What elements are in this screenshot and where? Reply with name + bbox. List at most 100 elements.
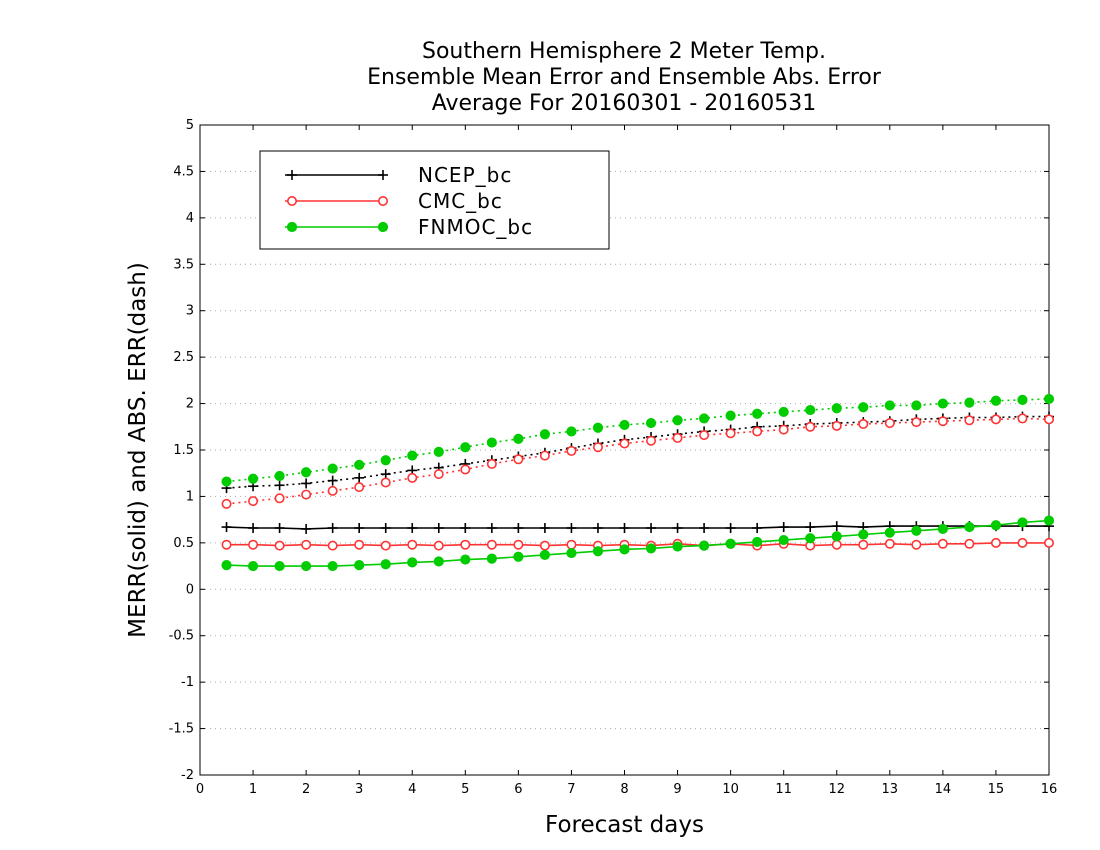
data-point — [460, 464, 471, 475]
data-point — [221, 539, 232, 550]
data-point — [805, 421, 816, 432]
data-point — [407, 557, 418, 568]
data-point — [327, 463, 338, 474]
data-point — [672, 541, 683, 552]
x-tick-label: 4 — [408, 782, 416, 797]
data-point — [805, 533, 816, 544]
data-point — [221, 498, 232, 509]
data-point — [539, 549, 551, 561]
grid — [200, 170, 1049, 730]
data-point — [433, 540, 444, 551]
data-point — [247, 473, 259, 484]
abs-err-line — [226, 417, 1050, 505]
data-point — [964, 538, 975, 549]
data-point — [805, 404, 816, 416]
data-point — [539, 429, 551, 440]
data-point — [725, 538, 736, 549]
title-line: Average For 20160301 - 20160531 — [432, 91, 817, 116]
data-point — [1017, 537, 1028, 548]
data-point — [619, 544, 630, 555]
y-tick-label: 4 — [186, 211, 194, 226]
data-point — [937, 416, 948, 427]
title-line: Ensemble Mean Error and Ensemble Abs. Er… — [367, 65, 882, 90]
data-point — [301, 467, 312, 478]
y-tick-label: 4.5 — [173, 164, 194, 179]
y-tick-label: 0 — [186, 582, 194, 597]
data-point — [274, 540, 285, 551]
y-tick-label: 1 — [186, 489, 194, 504]
y-tick-label: -2 — [181, 768, 194, 783]
data-point — [286, 221, 298, 233]
x-tick-label: 11 — [775, 782, 792, 797]
data-point — [964, 521, 975, 533]
data-point — [645, 417, 657, 429]
data-point — [645, 543, 657, 554]
x-tick-label: 12 — [828, 782, 845, 797]
data-point — [377, 196, 388, 207]
data-point — [619, 419, 630, 431]
data-point — [354, 560, 365, 571]
data-point — [964, 397, 975, 408]
data-point — [486, 553, 497, 564]
data-point — [937, 538, 948, 549]
data-point — [327, 485, 338, 496]
data-point — [752, 536, 763, 548]
data-point — [460, 442, 471, 453]
data-point — [858, 402, 869, 413]
x-tick-label: 3 — [355, 782, 363, 797]
series-CMC_bc — [221, 413, 1055, 551]
data-point — [778, 424, 789, 435]
data-point — [354, 539, 365, 550]
data-point — [725, 428, 736, 439]
data-point — [778, 534, 789, 546]
data-point — [858, 418, 869, 429]
data-point — [380, 540, 391, 551]
data-point — [646, 435, 657, 446]
data-point — [911, 417, 922, 428]
data-point — [831, 420, 842, 431]
data-point — [460, 554, 471, 565]
y-tick-label: -0.5 — [169, 629, 194, 644]
data-point — [274, 470, 285, 482]
x-tick-label: 13 — [882, 782, 899, 797]
data-point — [566, 547, 577, 559]
data-point — [592, 546, 604, 557]
data-point — [274, 493, 285, 504]
data-point — [301, 489, 312, 500]
x-axis-ticks: 0 1 2 3 4 5 6 7 8 9 10 11 12 13 14 15 16 — [196, 125, 1057, 797]
data-point — [460, 539, 471, 550]
data-point — [964, 415, 975, 426]
x-tick-label: 5 — [461, 782, 469, 797]
data-point — [513, 551, 524, 562]
data-point — [1044, 537, 1055, 548]
data-point — [884, 400, 895, 411]
data-point — [884, 538, 895, 549]
data-point — [698, 413, 710, 424]
x-tick-label: 9 — [673, 782, 681, 797]
chart-title: Southern Hemisphere 2 Meter Temp.Ensembl… — [367, 39, 882, 116]
y-axis-label: MERR(solid) and ABS. ERR(dash) — [125, 262, 151, 638]
data-point — [778, 406, 789, 418]
y-tick-label: 2.5 — [173, 350, 194, 365]
series-FNMOC_bc — [221, 393, 1055, 572]
data-point — [354, 459, 365, 470]
data-point — [990, 537, 1001, 548]
series-NCEP_bc — [221, 411, 1054, 534]
data-point — [699, 430, 710, 441]
data-point — [327, 540, 338, 551]
merr-line — [226, 525, 1049, 530]
data-point — [619, 438, 630, 449]
data-point — [539, 450, 550, 461]
y-tick-label: -1 — [181, 675, 194, 690]
data-point — [990, 520, 1002, 531]
data-point — [354, 482, 365, 493]
x-tick-label: 15 — [988, 782, 1005, 797]
data-point — [884, 527, 895, 538]
data-point — [380, 559, 391, 570]
legend-label: FNMOC_bc — [418, 215, 533, 239]
x-tick-label: 0 — [196, 782, 204, 797]
data-point — [407, 539, 418, 550]
data-point — [1044, 414, 1055, 425]
data-point — [301, 539, 312, 550]
